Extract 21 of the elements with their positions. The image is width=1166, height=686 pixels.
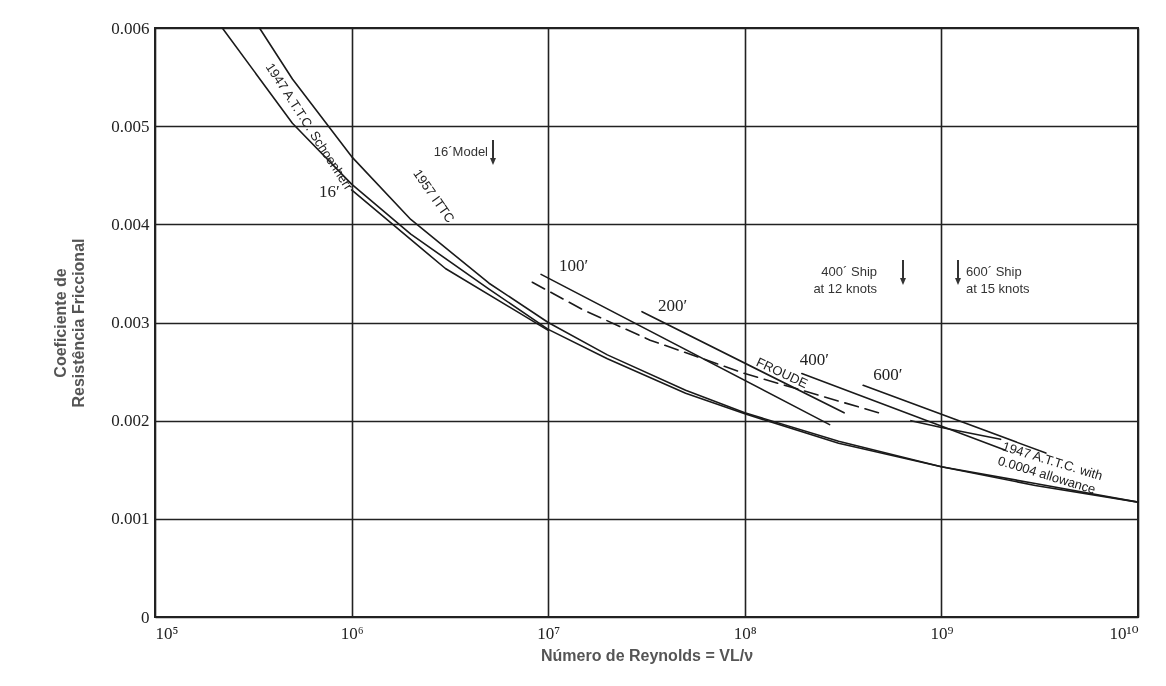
x-tick-label: 10⁷ — [537, 623, 561, 643]
x-tick-label: 10¹⁰ — [1109, 623, 1139, 643]
y-tick-label: 0.004 — [111, 214, 150, 234]
series-label: 200′ — [658, 295, 688, 315]
y-tick-label: 0.005 — [111, 116, 150, 136]
y-tick-label: 0.006 — [111, 18, 150, 38]
y-tick-label: 0.001 — [111, 509, 150, 529]
y-tick-label: 0.003 — [111, 313, 150, 332]
x-axis-title: Número de Reynolds = VL/ν — [540, 646, 754, 664]
annotation: 400´ Ship at 12 knots — [813, 264, 878, 296]
y-tick-label: 0 — [141, 607, 150, 627]
annotation: 16´Model — [433, 144, 489, 159]
annotation: 600´ Ship at 15 knots — [966, 264, 1031, 296]
x-tick-label: 10⁸ — [733, 623, 757, 643]
x-tick-label: 10⁶ — [340, 623, 364, 643]
y-tick-label: 0.002 — [111, 411, 150, 431]
x-tick-label: 10⁹ — [930, 623, 954, 643]
x-tick-label: 10⁵ — [155, 623, 179, 643]
series-label: 600′ — [873, 365, 903, 385]
y-axis-title: Coeficiente de Resistência Friccional — [52, 238, 88, 408]
series-label: 100′ — [559, 256, 589, 276]
